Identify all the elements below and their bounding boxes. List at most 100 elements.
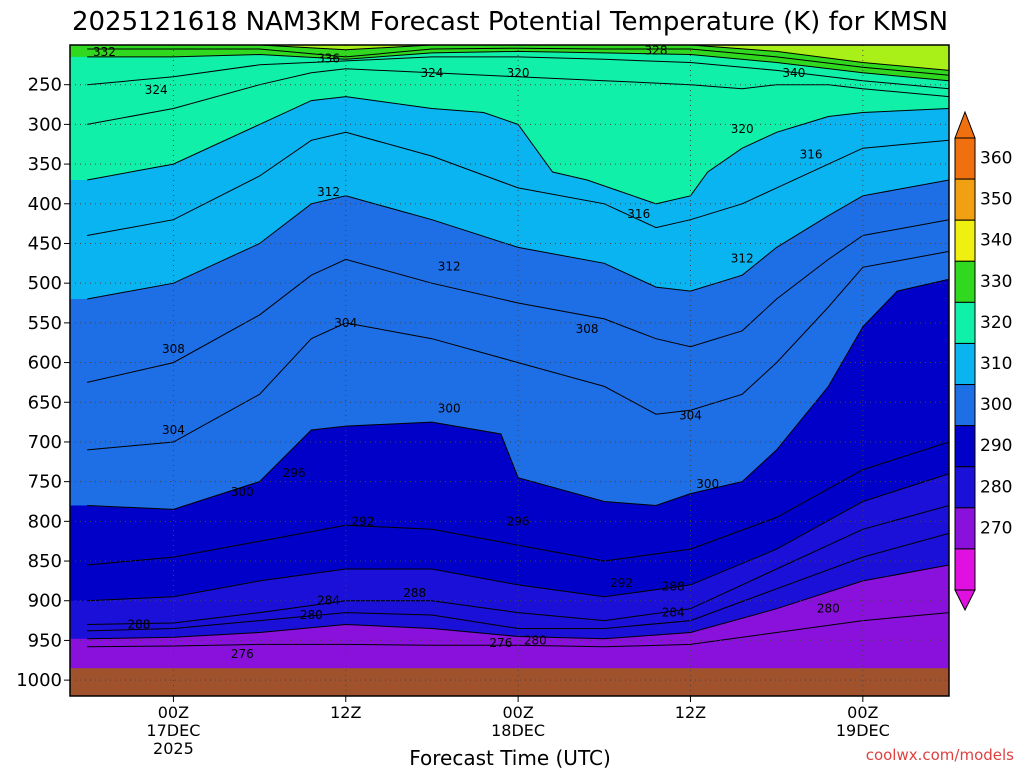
colorbar-segment xyxy=(954,507,976,550)
x-tick-label: 00Z xyxy=(158,703,189,722)
contour-line xyxy=(87,68,949,125)
watermark: coolwx.com/models xyxy=(866,746,1014,764)
contour-label: 324 xyxy=(420,66,443,80)
x-tick-label: 12Z xyxy=(330,703,361,722)
contour-label: 284 xyxy=(317,594,340,608)
contour-label: 280 xyxy=(817,602,840,616)
contour-label: 300 xyxy=(231,485,254,499)
plot-frame xyxy=(69,44,950,697)
x-tick-year: 2025 xyxy=(153,739,194,758)
band-fill xyxy=(70,45,949,81)
x-tick-label: 00Z xyxy=(847,703,878,722)
colorbar-label: 290 xyxy=(980,436,1012,456)
contour-line xyxy=(87,250,949,451)
y-tick-label: 500 xyxy=(28,273,62,294)
contour-label: 316 xyxy=(627,207,650,221)
contour-label: 320 xyxy=(507,66,530,80)
contour-label: 288 xyxy=(662,579,685,593)
contour-label: 328 xyxy=(645,44,668,58)
y-tick-label: 700 xyxy=(28,432,62,453)
contour-line xyxy=(87,96,949,205)
y-tick-label: 800 xyxy=(28,511,62,532)
x-tick-label: 12Z xyxy=(675,703,706,722)
x-tick-date: 17DEC xyxy=(146,721,200,740)
colorbar-label: 330 xyxy=(980,272,1012,292)
contour-label: 280 xyxy=(524,633,547,647)
band-fill xyxy=(70,45,949,71)
chart-title: 2025121618 NAM3KM Forecast Potential Tem… xyxy=(72,7,948,37)
contour-label: 276 xyxy=(489,636,512,650)
contour-line xyxy=(87,47,949,76)
contour-line xyxy=(87,564,949,640)
contour-label: 332 xyxy=(93,45,116,59)
contour-label: 308 xyxy=(576,322,599,336)
theta-fill-bands xyxy=(70,45,949,696)
contour-label: 312 xyxy=(317,185,340,199)
y-tick-label: 900 xyxy=(28,591,62,612)
contour-label: 304 xyxy=(162,423,185,437)
contour-label: 292 xyxy=(352,514,375,528)
contour-label: 308 xyxy=(162,342,185,356)
colorbar-segment xyxy=(954,384,976,427)
contour-label: 280 xyxy=(300,608,323,622)
y-tick-label: 850 xyxy=(28,551,62,572)
contour-line xyxy=(87,179,949,300)
colorbar-segment xyxy=(954,425,976,468)
y-tick-label: 750 xyxy=(28,472,62,493)
y-tick-label: 250 xyxy=(28,75,62,96)
contour-label: 300 xyxy=(696,477,719,491)
contour-label: 312 xyxy=(438,259,461,273)
contour-label: 316 xyxy=(800,148,823,162)
colorbar-segment xyxy=(954,466,976,509)
colorbar-label: 360 xyxy=(980,149,1012,169)
contour-line xyxy=(87,278,949,510)
y-tick-label: 600 xyxy=(28,353,62,374)
contour-label: 276 xyxy=(231,647,254,661)
colorbar-segment xyxy=(954,548,976,591)
colorbar-bottom-arrow xyxy=(954,589,976,612)
contour-label: 320 xyxy=(731,122,754,136)
contour-line xyxy=(87,45,949,71)
contour-line xyxy=(87,473,949,602)
contour-line xyxy=(87,56,949,90)
contour-label: 336 xyxy=(317,51,340,65)
contour-label: 296 xyxy=(507,514,530,528)
y-tick-label: 650 xyxy=(28,392,62,413)
contour-line xyxy=(87,50,949,82)
contour-line xyxy=(87,219,949,383)
y-tick-label: 550 xyxy=(28,313,62,334)
colorbar-label: 320 xyxy=(980,313,1012,333)
colorbar-label: 300 xyxy=(980,395,1012,415)
x-tick-label: 00Z xyxy=(502,703,533,722)
y-axis: 250 300 350 400 450 500 550 600 650 700 750 800 850 9… xyxy=(16,75,70,691)
colorbar-label: 280 xyxy=(980,477,1012,497)
contour-label: 324 xyxy=(145,83,168,97)
y-tick-label: 350 xyxy=(28,154,62,175)
contour-label: 304 xyxy=(679,409,702,423)
colorbar-label: 340 xyxy=(980,231,1012,251)
y-tick-label: 1000 xyxy=(16,670,62,691)
colorbar: 360 350 340 330 320 310 300 290 280 270 xyxy=(954,110,1012,612)
grid-lines xyxy=(70,45,949,696)
contour-line xyxy=(87,532,949,632)
contour-line xyxy=(87,131,949,236)
contour-label: 304 xyxy=(334,316,357,330)
colorbar-top-arrow xyxy=(954,110,976,139)
contour-labels: 332 336 328 324 324 320 340 320 316 312 316 312 312 3… xyxy=(93,44,840,661)
contour-label: 300 xyxy=(438,402,461,416)
contour-line xyxy=(87,505,949,625)
contour-label: 288 xyxy=(127,618,150,632)
colorbar-label: 270 xyxy=(980,518,1012,538)
contour-label: 288 xyxy=(403,586,426,600)
colorbar-segment xyxy=(954,342,976,386)
y-tick-label: 950 xyxy=(28,630,62,651)
colorbar-segment xyxy=(954,137,976,180)
contour-label: 292 xyxy=(610,576,633,590)
ground-layer xyxy=(70,668,949,696)
colorbar-segment xyxy=(954,301,976,344)
ground-fill xyxy=(70,668,949,696)
contour-label: 284 xyxy=(662,606,685,620)
x-tick-date: 18DEC xyxy=(491,721,545,740)
contour-label: 312 xyxy=(731,252,754,266)
